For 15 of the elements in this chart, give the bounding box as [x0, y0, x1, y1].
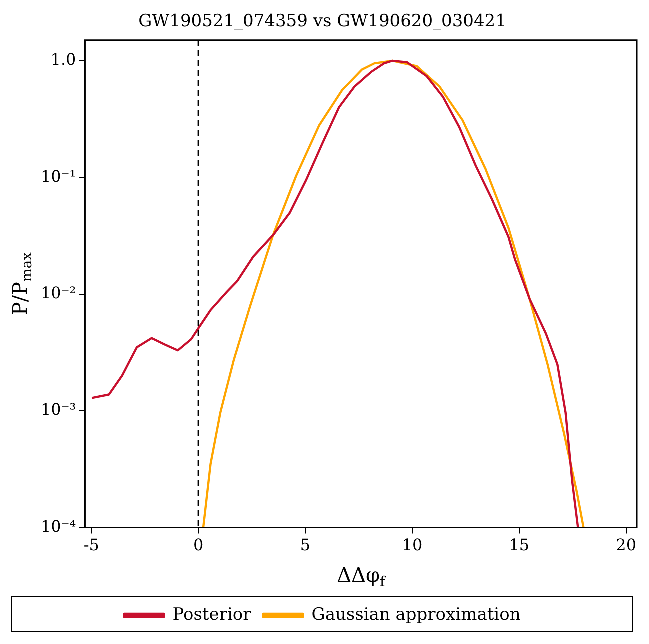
legend-label: Posterior	[172, 604, 252, 625]
y-tick-label: 10⁻⁴	[41, 516, 76, 536]
y-axis-title: P/Pmax	[8, 252, 36, 316]
chart-title: GW190521_074359 vs GW190620_030421	[138, 12, 506, 32]
x-tick-label: -5	[84, 536, 100, 555]
x-tick-label: 5	[300, 536, 311, 555]
x-tick-label: 20	[616, 536, 636, 555]
y-tick-label: 1.0	[50, 50, 76, 70]
y-tick-label: 10⁻¹	[41, 166, 76, 186]
y-tick-label: 10⁻³	[41, 400, 76, 420]
x-tick-label: 0	[193, 536, 204, 555]
legend-label: Gaussian approximation	[312, 604, 521, 625]
x-tick-label: 15	[509, 536, 530, 555]
x-tick-label: 10	[402, 536, 423, 555]
y-tick-label: 10⁻²	[41, 284, 76, 303]
